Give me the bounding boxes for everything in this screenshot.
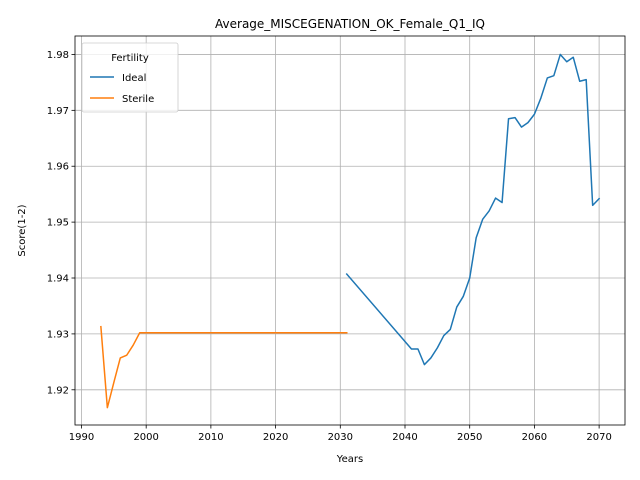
series-layer: [100, 53, 601, 409]
x-axis: 1990 2000 2010 2020 2030 2040 2050 2060 2070: [69, 425, 612, 443]
legend: Fertility Ideal Sterile: [81, 42, 179, 113]
legend-entry: Ideal: [122, 73, 146, 84]
x-axis-label: Years: [336, 454, 363, 465]
x-tick-label: 2070: [586, 432, 611, 443]
chart-title: Average_MISCEGENATION_OK_Female_Q1_IQ: [215, 17, 485, 31]
y-axis-label: Score(1-2): [17, 204, 28, 256]
x-tick-label: 1990: [69, 432, 94, 443]
y-tick-label: 1.95: [47, 218, 69, 229]
x-tick-label: 2030: [328, 432, 353, 443]
x-tick-label: 2050: [457, 432, 482, 443]
plot-frame: [74, 35, 626, 426]
legend-box: [81, 42, 179, 113]
series-line-sterile: [100, 325, 348, 409]
x-tick-label: 2020: [263, 432, 288, 443]
grid: [75, 36, 625, 425]
legend-entry: Sterile: [122, 94, 154, 105]
y-axis: 1.92 1.93 1.94 1.95 1.96 1.97 1.98: [47, 50, 75, 396]
y-tick-label: 1.94: [47, 274, 69, 285]
y-tick-label: 1.93: [47, 329, 69, 340]
y-tick-label: 1.97: [47, 106, 69, 117]
legend-title: Fertility: [111, 53, 149, 64]
y-tick-label: 1.98: [47, 50, 69, 61]
series-line-ideal: [345, 53, 601, 366]
x-tick-label: 2040: [392, 432, 417, 443]
x-tick-label: 2010: [198, 432, 223, 443]
y-tick-label: 1.96: [47, 162, 69, 173]
legend-items: Ideal Sterile: [90, 73, 154, 105]
x-tick-label: 2060: [522, 432, 547, 443]
y-tick-label: 1.92: [47, 385, 69, 396]
x-tick-label: 2000: [133, 432, 158, 443]
